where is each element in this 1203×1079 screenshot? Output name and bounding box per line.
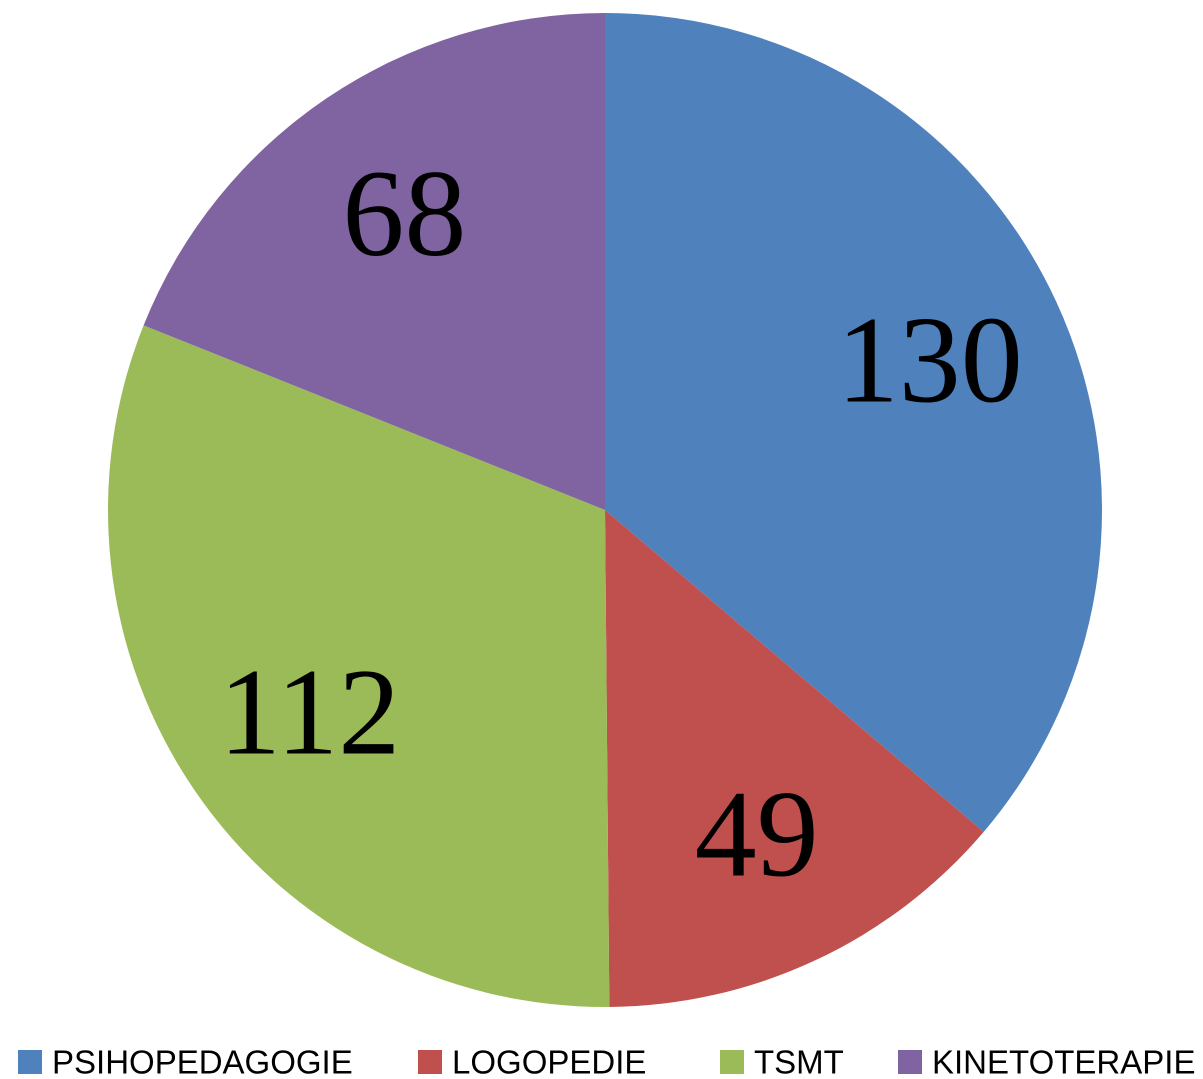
data-label: 68 <box>342 145 466 282</box>
legend-label: KINETOTERAPIE <box>932 1044 1195 1079</box>
legend-label: PSIHOPEDAGOGIE <box>52 1044 353 1079</box>
legend-label: LOGOPEDIE <box>452 1044 646 1079</box>
data-label: 112 <box>219 643 400 780</box>
legend-swatch <box>898 1050 922 1074</box>
legend-swatch <box>18 1050 42 1074</box>
legend-swatch <box>720 1050 744 1074</box>
legend-swatch <box>418 1050 442 1074</box>
pie-slice <box>605 13 1103 832</box>
pie-slice <box>143 13 605 510</box>
pie-slice <box>605 510 984 1007</box>
data-label: 130 <box>837 291 1023 428</box>
pie-slice <box>107 325 610 1007</box>
legend-label: TSMT <box>754 1044 844 1079</box>
data-label: 49 <box>695 766 819 903</box>
